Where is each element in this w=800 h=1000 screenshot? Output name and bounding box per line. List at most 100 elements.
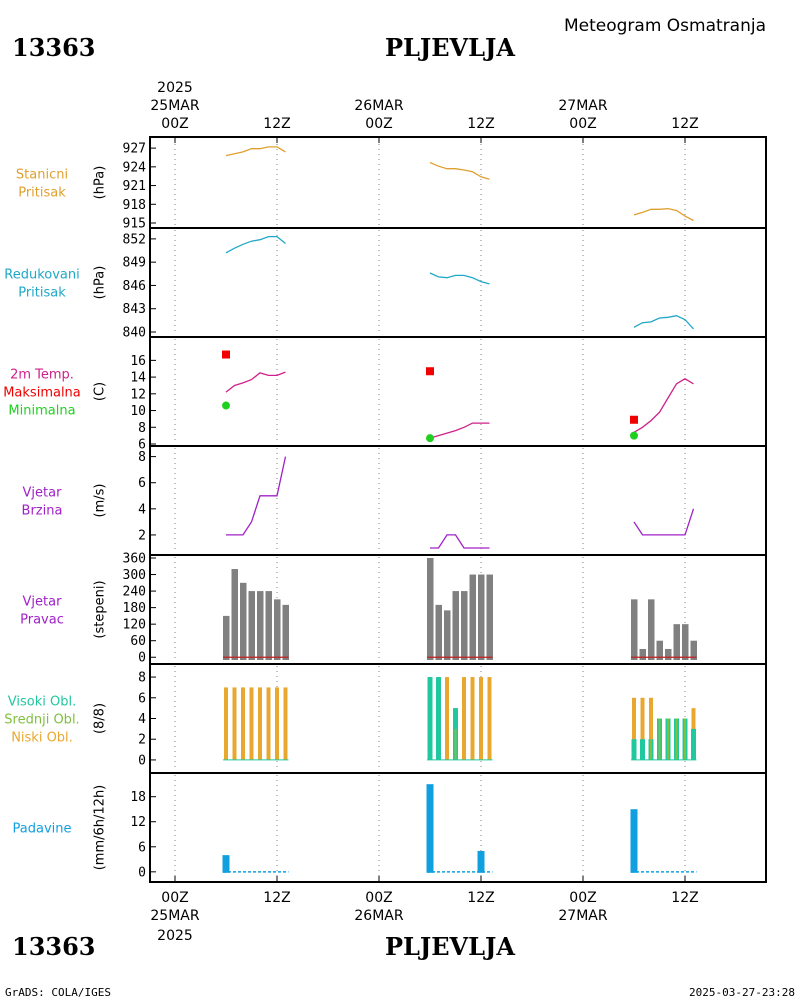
wind-direction-bar	[639, 648, 646, 660]
footer-timestamp: 2025-03-27-23:28	[689, 986, 795, 999]
low-cloud-bar	[479, 677, 483, 760]
panel-4-label: Brzina	[22, 504, 63, 519]
reduced-pressure-line	[429, 272, 490, 285]
low-cloud-bar	[487, 677, 492, 760]
panel-2-unit: (hPa)	[93, 266, 108, 300]
y-tick-label: 16	[130, 354, 146, 369]
wind-direction-bar	[656, 640, 663, 660]
low-cloud-bar	[445, 677, 449, 760]
y-tick-label: 852	[123, 232, 146, 247]
precipitation-bar	[222, 855, 230, 873]
top-time-tick: 12Z	[671, 116, 698, 132]
max-temp-marker	[426, 367, 434, 376]
plot-frame	[149, 136, 767, 883]
station-name-bottom: PLJEVLJA	[385, 932, 515, 961]
top-date: 25MAR	[150, 98, 199, 114]
low-cloud-bar	[266, 687, 271, 760]
y-tick-label: 924	[123, 160, 147, 175]
high-cloud-bar	[640, 739, 645, 760]
y-tick-label: 918	[123, 198, 146, 213]
bottom-date: 26MAR	[354, 908, 403, 924]
y-tick-label: 240	[123, 585, 146, 600]
wind-direction-bar	[478, 574, 485, 660]
y-tick-label: 846	[123, 279, 146, 294]
y-tick-label: 843	[123, 302, 146, 317]
y-tick-label: 6	[138, 476, 146, 491]
y-tick-label: 2	[138, 733, 146, 748]
max-temp-marker	[222, 350, 230, 359]
mid-cloud-bar	[454, 728, 457, 760]
wind-direction-bar	[427, 558, 434, 660]
low-cloud-bar	[249, 687, 254, 760]
y-tick-label: 300	[123, 568, 146, 583]
wind-direction-bar	[265, 591, 272, 660]
panel-2-label: Redukovani	[4, 268, 79, 283]
station-id-bottom: 13363	[12, 932, 96, 961]
panel-2-label: Pritisak	[18, 286, 66, 301]
low-cloud-bar	[632, 697, 636, 760]
panel-7-label: Padavine	[13, 822, 72, 837]
y-tick-label: 120	[123, 618, 146, 633]
station-name-top: PLJEVLJA	[385, 33, 515, 62]
low-cloud-bar	[224, 687, 228, 760]
y-tick-label: 0	[138, 865, 146, 880]
wind-speed-line	[430, 534, 490, 549]
min-temp-marker	[222, 401, 230, 410]
precipitation-bar	[426, 784, 434, 873]
panel-6-label: Visoki Obl.	[8, 695, 76, 710]
low-cloud-bar	[232, 687, 237, 760]
low-cloud-bar	[283, 687, 288, 760]
y-tick-label: 8	[138, 671, 146, 686]
high-cloud-bar	[427, 677, 433, 760]
panel-1-label: Pritisak	[18, 186, 66, 201]
y-tick-label: 60	[130, 634, 146, 649]
top-time-tick: 12Z	[263, 116, 290, 132]
y-tick-label: 6	[138, 438, 146, 453]
y-tick-label: 921	[123, 179, 146, 194]
panel-6-label: Srednji Obl.	[4, 713, 79, 728]
wind-speed-line	[633, 508, 695, 536]
bottom-time-tick: 12Z	[467, 890, 494, 906]
y-tick-label: 840	[123, 326, 146, 341]
bottom-time-tick: 00Z	[365, 890, 392, 906]
panel-3-unit: (C)	[93, 382, 108, 401]
y-tick-label: 915	[123, 217, 146, 232]
wind-direction-bar	[435, 604, 442, 660]
wind-direction-bar	[690, 640, 697, 660]
top-time-tick: 12Z	[467, 116, 494, 132]
panel-5-label: Pravac	[20, 613, 64, 628]
bottom-time-tick: 00Z	[161, 890, 188, 906]
high-cloud-bar	[436, 677, 441, 760]
panel-3-label: 2m Temp.	[10, 368, 74, 383]
panel-6-label: Niski Obl.	[11, 731, 73, 746]
low-cloud-bar	[640, 697, 645, 760]
top-date: 27MAR	[558, 98, 607, 114]
panel-1-unit: (hPa)	[93, 166, 108, 200]
wind-direction-bar	[682, 624, 689, 660]
wind-direction-bar	[231, 569, 238, 660]
station-pressure-line	[225, 146, 286, 157]
low-cloud-bar	[258, 687, 262, 760]
wind-direction-bar	[648, 599, 655, 660]
y-tick-label: 2	[138, 528, 146, 543]
min-temp-marker	[630, 431, 638, 440]
wind-direction-bar	[248, 591, 255, 660]
mid-cloud-bar	[650, 739, 652, 760]
panel-4-unit: (m/s)	[93, 484, 108, 518]
top-date: 26MAR	[354, 98, 403, 114]
y-tick-label: 6	[138, 691, 146, 706]
low-cloud-bar	[241, 687, 245, 760]
mid-cloud-bar	[675, 718, 678, 760]
low-cloud-bar	[275, 687, 279, 760]
high-cloud-bar	[631, 739, 637, 760]
wind-direction-bar	[452, 591, 459, 660]
wind-direction-bar	[486, 574, 493, 660]
precipitation-bar	[630, 809, 638, 873]
y-tick-label: 8	[138, 450, 146, 465]
subtitle: Meteogram Osmatranja	[564, 16, 766, 36]
low-cloud-bar	[649, 697, 653, 760]
bottom-year: 2025	[157, 928, 193, 944]
y-tick-label: 849	[123, 256, 146, 271]
wind-direction-bar	[282, 604, 289, 660]
